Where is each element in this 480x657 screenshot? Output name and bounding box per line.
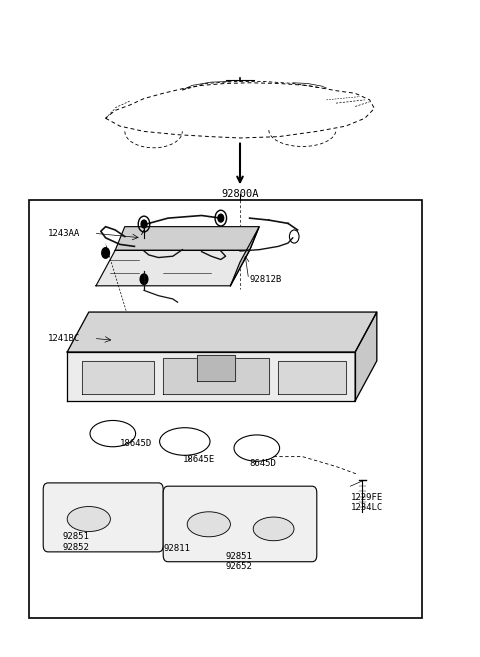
Text: 92811: 92811	[163, 544, 190, 553]
FancyBboxPatch shape	[29, 200, 422, 618]
Circle shape	[218, 214, 224, 222]
Text: 1241BC: 1241BC	[48, 334, 80, 343]
Text: 92800A: 92800A	[221, 189, 259, 199]
Text: 1243AA: 1243AA	[48, 229, 80, 238]
Text: 1229FE
1234LC: 1229FE 1234LC	[350, 493, 383, 512]
Ellipse shape	[90, 420, 135, 447]
Ellipse shape	[159, 428, 210, 455]
Text: 8645D: 8645D	[250, 459, 276, 468]
Text: 92812B: 92812B	[250, 275, 282, 284]
Circle shape	[141, 220, 147, 228]
Polygon shape	[355, 312, 377, 401]
Text: 18645D: 18645D	[120, 439, 152, 448]
Polygon shape	[278, 361, 346, 394]
Polygon shape	[230, 227, 259, 286]
Ellipse shape	[253, 517, 294, 541]
FancyBboxPatch shape	[163, 486, 317, 562]
Text: 92851
92652: 92851 92652	[226, 552, 252, 572]
Polygon shape	[115, 227, 259, 250]
Circle shape	[140, 274, 148, 284]
Text: 92851
92852: 92851 92852	[62, 532, 89, 552]
Polygon shape	[82, 361, 154, 394]
Polygon shape	[67, 352, 355, 401]
Polygon shape	[197, 355, 235, 381]
Polygon shape	[67, 312, 377, 352]
Ellipse shape	[234, 435, 279, 461]
Polygon shape	[96, 250, 250, 286]
FancyBboxPatch shape	[43, 483, 163, 552]
Circle shape	[102, 248, 109, 258]
Polygon shape	[163, 358, 269, 394]
Ellipse shape	[67, 507, 110, 532]
Text: 18645E: 18645E	[182, 455, 215, 464]
Ellipse shape	[187, 512, 230, 537]
